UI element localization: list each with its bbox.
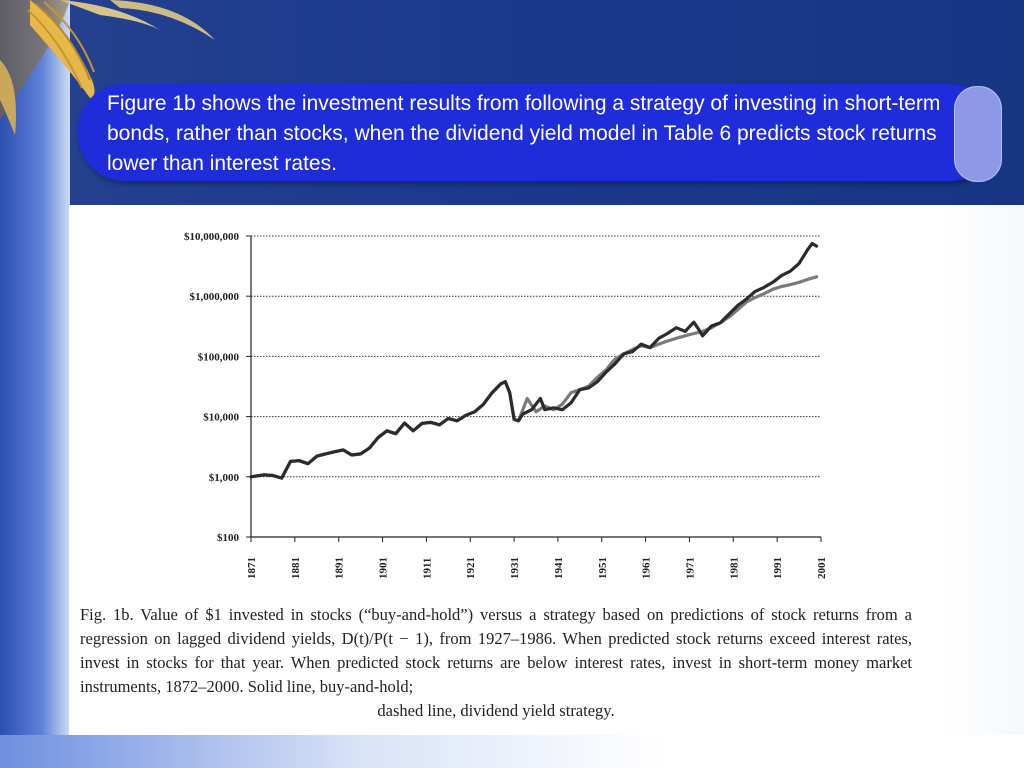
- x-tick-label: 1951: [597, 557, 609, 579]
- x-tick-label: 1931: [509, 557, 521, 579]
- x-tick-label: 1961: [641, 557, 653, 579]
- x-tick-label: 1971: [684, 557, 696, 579]
- slide-bottom-band: [0, 735, 1024, 768]
- y-tick-label: $100: [217, 532, 240, 544]
- series-buy-and-hold-line: [249, 241, 819, 480]
- x-tick-label: 1921: [465, 557, 477, 579]
- callout-cap: [954, 86, 1002, 182]
- figure-panel: [69, 205, 940, 735]
- series-dividend-strategy-line: [249, 275, 819, 480]
- figure-caption: Fig. 1b. Value of $1 invested in stocks …: [80, 603, 912, 723]
- x-tick-label: 1991: [772, 557, 784, 579]
- x-tick-label: 1881: [290, 557, 302, 579]
- x-tick-label: 1941: [553, 557, 565, 579]
- callout-box: [78, 84, 996, 181]
- x-tick-label: 1891: [334, 557, 346, 579]
- caption-body: Fig. 1b. Value of $1 invested in stocks …: [80, 605, 912, 696]
- x-tick-label: 2001: [816, 557, 828, 579]
- callout-text: Figure 1b shows the investment results f…: [107, 92, 941, 175]
- y-tick-label: $1,000,000: [190, 291, 240, 303]
- x-tick-label: 1871: [246, 557, 258, 579]
- corn-image: [0, 0, 215, 135]
- x-tick-label: 1911: [421, 558, 433, 579]
- slide-left-band: [0, 0, 70, 768]
- y-tick-label: $100,000: [198, 351, 240, 363]
- x-tick-label: 1901: [378, 557, 390, 579]
- x-tick-label: 1981: [728, 557, 740, 579]
- caption-last-line: dashed line, dividend yield strategy.: [377, 701, 615, 720]
- y-tick-label: $10,000: [203, 412, 239, 424]
- stock-returns-chart: $100 $1,000 $10,000 $100,000 $1,000,000 $10,0…: [184, 231, 828, 579]
- slide-right-band: [940, 205, 1024, 768]
- y-tick-label: $10,000,000: [184, 231, 240, 243]
- y-tick-label: $1,000: [209, 472, 240, 484]
